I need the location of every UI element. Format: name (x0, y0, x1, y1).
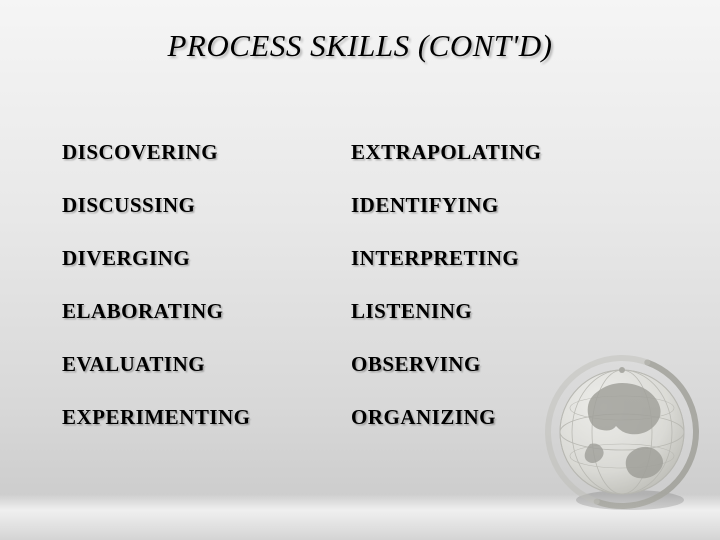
list-item: IDENTIFYING (351, 193, 640, 218)
left-column: DISCOVERING DISCUSSING DIVERGING ELABORA… (62, 140, 351, 430)
list-item: EVALUATING (62, 352, 351, 377)
list-item: LISTENING (351, 299, 640, 324)
list-item: DISCOVERING (62, 140, 351, 165)
list-item: EXTRAPOLATING (351, 140, 640, 165)
list-item: DISCUSSING (62, 193, 351, 218)
globe-icon (542, 352, 702, 512)
page-title: PROCESS SKILLS (CONT'D) (0, 0, 720, 64)
list-item: INTERPRETING (351, 246, 640, 271)
list-item: ELABORATING (62, 299, 351, 324)
list-item: DIVERGING (62, 246, 351, 271)
list-item: EXPERIMENTING (62, 405, 351, 430)
